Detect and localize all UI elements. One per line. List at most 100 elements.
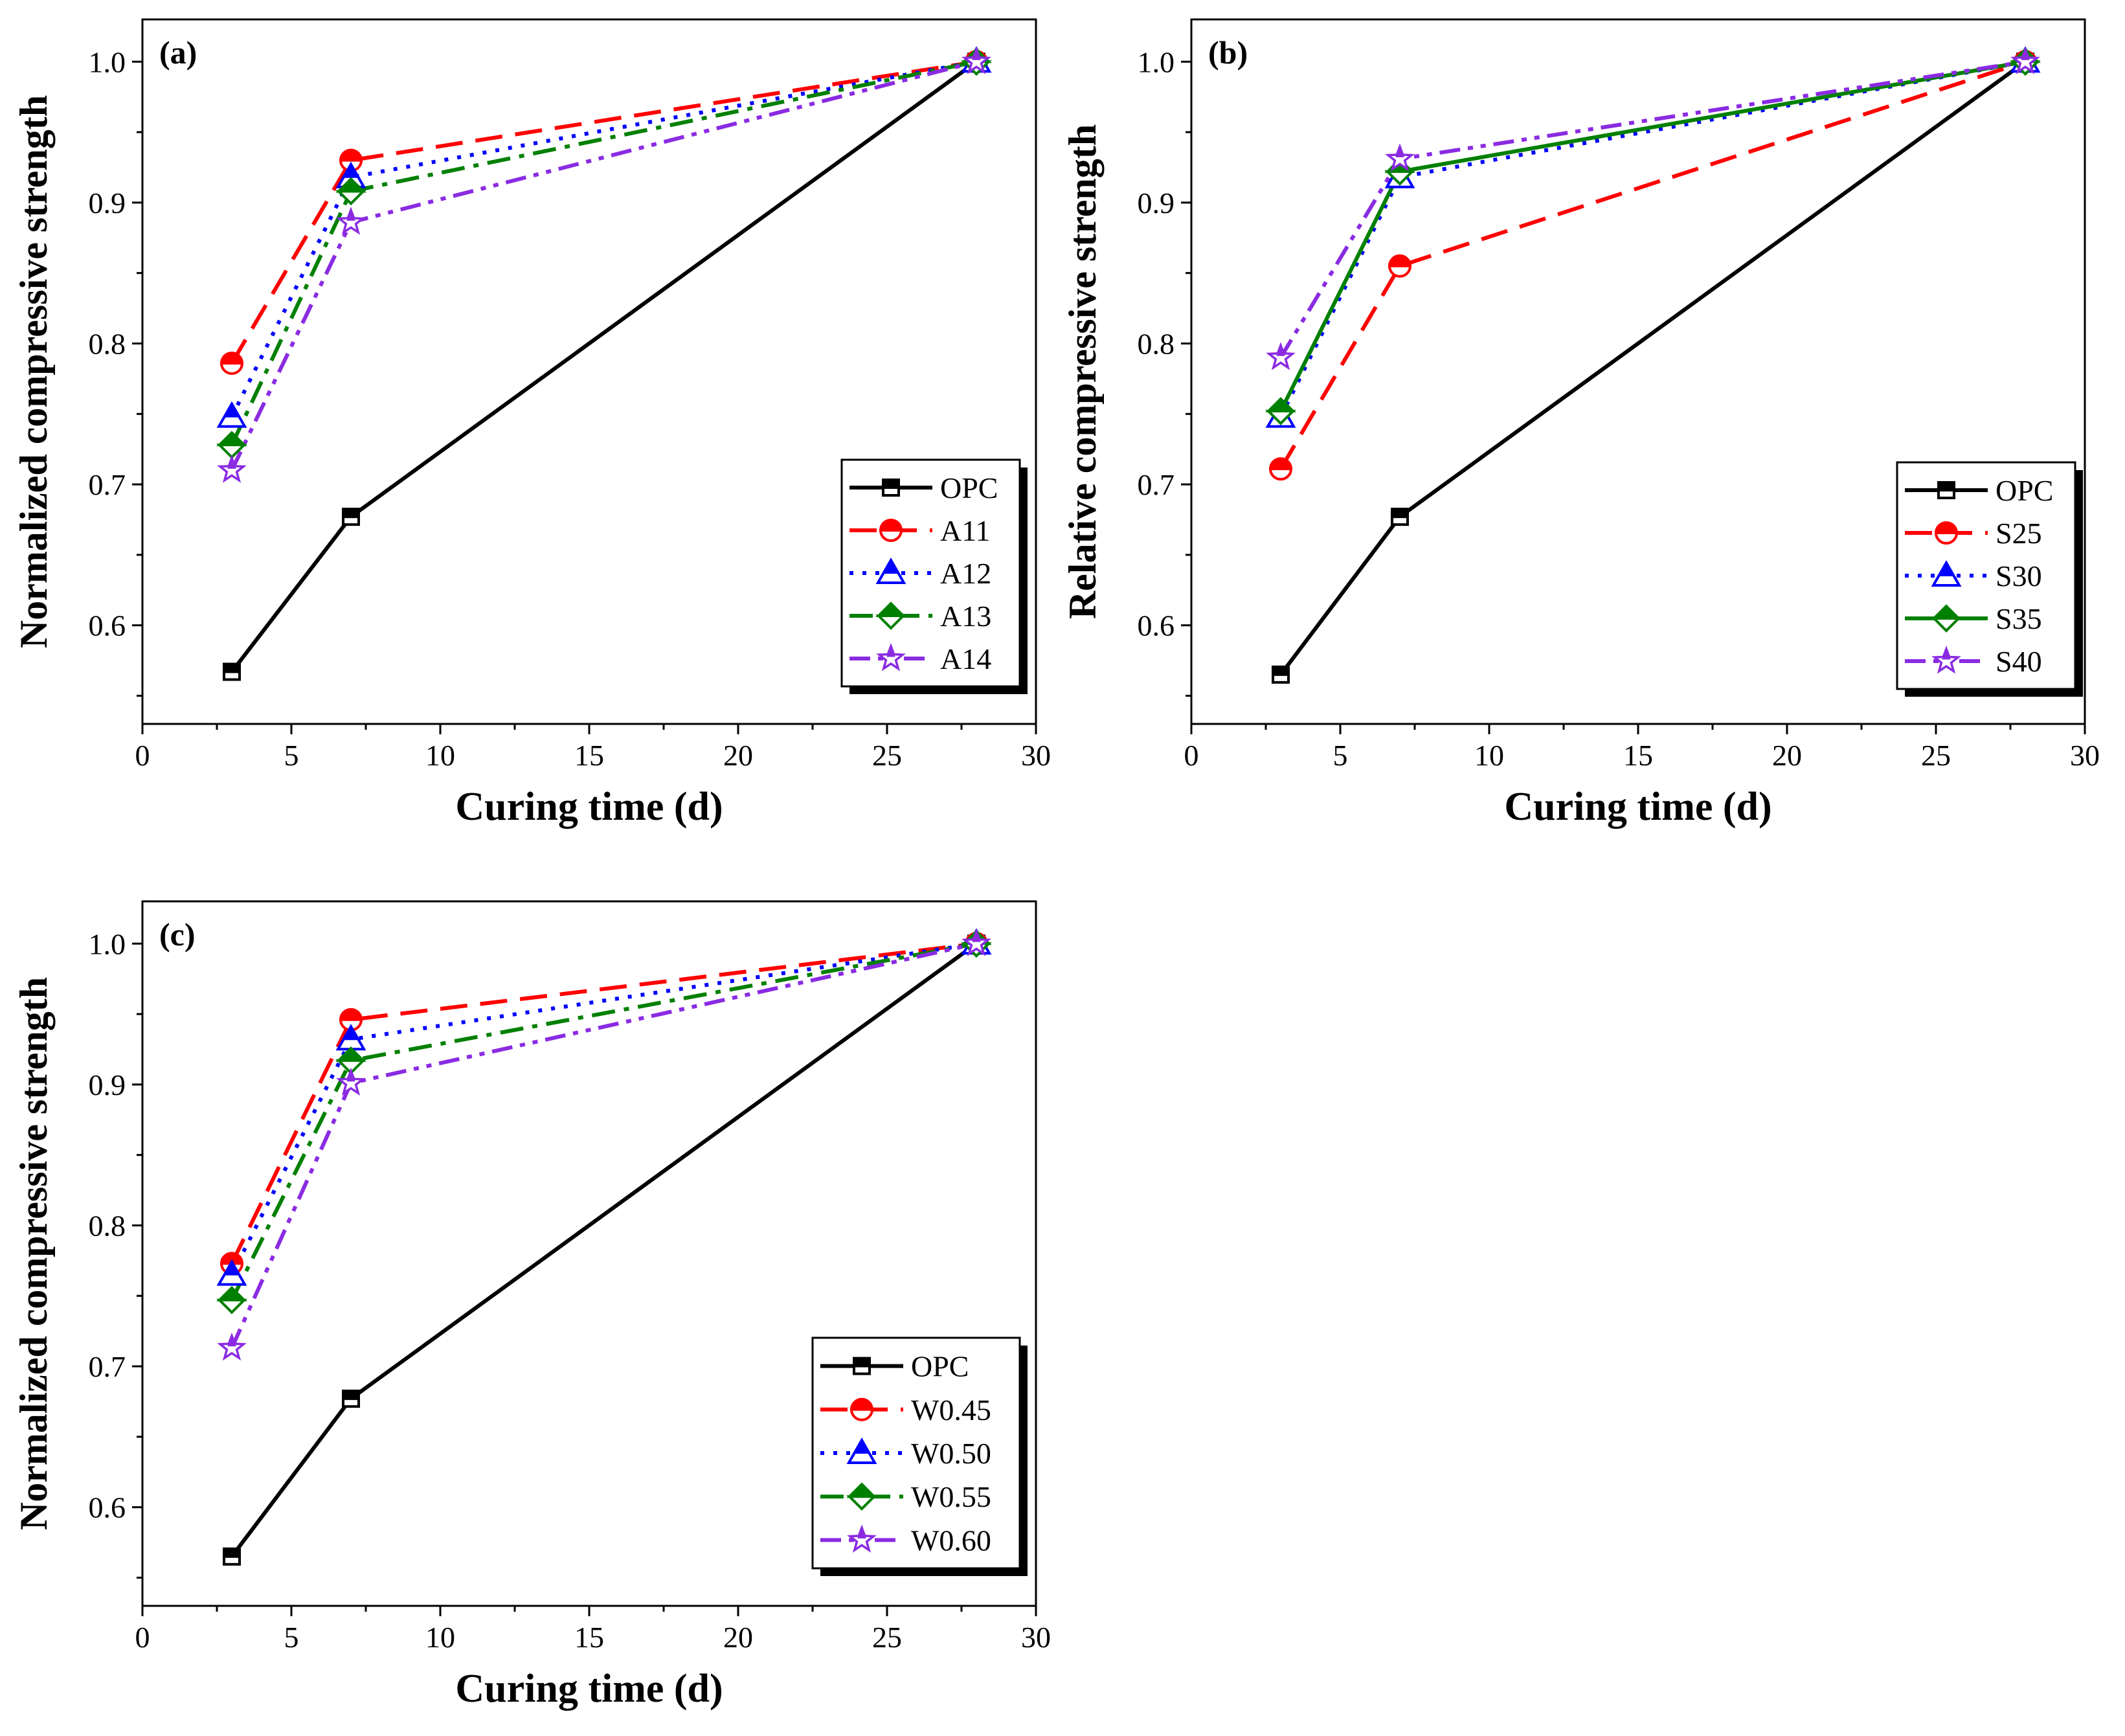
chart-0-series-4-point-1 bbox=[336, 207, 366, 235]
chart-0-series-2-line bbox=[230, 60, 977, 418]
chart-1-legend-marker-2 bbox=[1931, 559, 1962, 587]
ch-2-s0-ptlegend-bottom bbox=[853, 1364, 871, 1375]
chart-1: 0 5 10 15 20 25 30 0.6 0.7 0.8 0.9 1.0 Curing time (… bbox=[1061, 18, 2100, 829]
ch-0-s3-pt0-top bbox=[216, 431, 247, 447]
chart-1-series-0-point-0 bbox=[1272, 665, 1290, 684]
chart-0-xtick-label-3: 15 bbox=[574, 739, 604, 772]
ch-2-s1-pt1-top bbox=[339, 1008, 363, 1021]
ch-0-s3-pt0-bottom bbox=[216, 444, 247, 459]
chart-2-ytick-label-1: 0.7 bbox=[89, 1350, 126, 1383]
chart-0-ytick-label-2: 0.8 bbox=[89, 327, 126, 360]
ch-1-s4-pt2-top bbox=[2021, 48, 2030, 60]
chart-2-series-3-point-0 bbox=[216, 1285, 247, 1314]
chart-2-series-2-line bbox=[230, 941, 977, 1276]
ch-0-s1-ptlegend-bottom bbox=[879, 529, 903, 542]
chart-2-legend-label-2: W0.50 bbox=[911, 1437, 991, 1470]
ch-0-s4-ptlegend-outline bbox=[876, 643, 906, 671]
ch-0-s0-pt0-bottom bbox=[223, 670, 241, 681]
chart-1-legend-marker-3 bbox=[1931, 604, 1962, 633]
chart-1-xtick-label-1: 5 bbox=[1333, 739, 1348, 772]
chart-0-legend-label-2: A12 bbox=[940, 557, 991, 590]
chart-2-xtick-label-3: 15 bbox=[574, 1621, 604, 1654]
chart-1-xtick-label-0: 0 bbox=[1184, 739, 1199, 772]
ch-2-s3-pt1-bottom bbox=[335, 1059, 366, 1075]
ch-2-s4-pt1-top bbox=[346, 1070, 355, 1082]
chart-2-series-0-point-0 bbox=[223, 1547, 241, 1566]
chart-1-ytick-label-2: 0.8 bbox=[1138, 327, 1175, 360]
ch-2-s0-pt1-bottom bbox=[342, 1397, 360, 1408]
chart-0-legend-label-1: A11 bbox=[940, 514, 991, 547]
chart-2-series-1-point-1 bbox=[339, 1008, 363, 1031]
chart-1-ylabel: Relative compressive strength bbox=[1061, 124, 1104, 619]
chart-0-xtick-label-6: 30 bbox=[1021, 739, 1051, 772]
chart-0-ylabel: Normalized compressive strength bbox=[12, 95, 55, 648]
chart-1-legend-marker-4 bbox=[1931, 646, 1961, 674]
ch-1-s0-pt1-bottom bbox=[1391, 515, 1409, 526]
chart-1-series-4-line bbox=[1279, 60, 2026, 359]
ch-1-s1-ptlegend-top bbox=[1934, 521, 1959, 534]
chart-0-series-4-point-0 bbox=[217, 455, 247, 483]
chart-0-xtick-label-1: 5 bbox=[284, 739, 299, 772]
chart-2-ytick-label-0: 0.6 bbox=[89, 1491, 126, 1524]
ch-2-s4-pt2-outline bbox=[961, 928, 991, 956]
chart-0-xtick-label-0: 0 bbox=[135, 739, 150, 772]
chart-1-legend-label-2: S30 bbox=[1996, 559, 2042, 592]
chart-1-series-4-point-0 bbox=[1266, 342, 1296, 370]
chart-1-series-4-point-1 bbox=[1385, 143, 1415, 172]
chart-2-ytick-label-4: 1.0 bbox=[89, 927, 126, 960]
chart-0-legend-marker-0 bbox=[882, 479, 900, 497]
ch-0-s3-pt1-bottom bbox=[335, 190, 366, 206]
ch-1-s4-ptlegend-outline bbox=[1931, 646, 1961, 674]
chart-2-legend-marker-4 bbox=[847, 1524, 877, 1553]
chart-2-legend: OPC W0.45 W0.50 W0.55 W0.60 bbox=[811, 1336, 1028, 1576]
ch-0-s2-pt0-top bbox=[225, 402, 239, 418]
chart-2-xtick-label-2: 10 bbox=[425, 1621, 455, 1654]
chart-0-xtick-label-4: 20 bbox=[723, 739, 753, 772]
chart-2-panel-label: (c) bbox=[159, 916, 196, 953]
chart-0-ytick-label-4: 1.0 bbox=[89, 45, 126, 78]
chart-1-legend-label-1: S25 bbox=[1996, 517, 2042, 550]
ch-1-s1-pt0-bottom bbox=[1268, 468, 1293, 481]
chart-1-series-0-point-1 bbox=[1391, 508, 1409, 526]
chart-2-xtick-label-6: 30 bbox=[1021, 1621, 1051, 1654]
ch-1-s3-pt0-top bbox=[1265, 397, 1296, 412]
chart-0-ytick-label-0: 0.6 bbox=[89, 609, 126, 642]
chart-2-series-4-point-2 bbox=[961, 928, 991, 956]
ch-2-s2-ptlegend-top bbox=[855, 1438, 869, 1454]
chart-0-xlabel: Curing time (d) bbox=[455, 785, 723, 829]
chart-2: 0 5 10 15 20 25 30 0.6 0.7 0.8 0.9 1.0 Curing time (… bbox=[12, 900, 1051, 1711]
chart-2-series-4-line bbox=[230, 941, 977, 1349]
chart-0-series-1-point-0 bbox=[219, 351, 244, 375]
chart-1-legend-marker-1 bbox=[1934, 521, 1959, 545]
chart-0-legend-label-4: A14 bbox=[940, 642, 991, 675]
ch-1-s2-ptlegend-top bbox=[1939, 561, 1953, 576]
ch-2-s1-ptlegend-bottom bbox=[849, 1408, 874, 1421]
chart-0-legend-label-3: A13 bbox=[940, 600, 991, 633]
ch-1-s0-pt0-bottom bbox=[1272, 673, 1290, 684]
ch-1-s4-pt2-outline bbox=[2010, 46, 2040, 74]
chart-2-legend-marker-2 bbox=[846, 1437, 877, 1464]
chart-1-xtick-label-4: 20 bbox=[1772, 739, 1802, 772]
ch-1-s1-pt1-top bbox=[1388, 254, 1412, 267]
chart-2-legend-marker-1 bbox=[849, 1397, 874, 1421]
chart-2-series-1-line bbox=[230, 941, 977, 1265]
ch-0-s4-pt1-top bbox=[346, 209, 355, 221]
ch-2-s2-pt1-top bbox=[344, 1024, 358, 1041]
chart-0-series-2-point-0 bbox=[216, 401, 247, 428]
chart-0: 0 5 10 15 20 25 30 0.6 0.7 0.8 0.9 1.0 Curing time (… bbox=[12, 18, 1051, 829]
chart-2-series-0-point-1 bbox=[342, 1390, 360, 1408]
ch-0-s4-ptlegend-top bbox=[886, 645, 895, 657]
chart-1-xtick-label-6: 30 bbox=[2070, 739, 2100, 772]
ch-0-s1-pt0-bottom bbox=[219, 361, 244, 375]
ch-0-s0-pt1-bottom bbox=[342, 515, 360, 526]
ch-1-s1-ptlegend-bottom bbox=[1934, 532, 1959, 545]
ch-0-s0-ptlegend-bottom bbox=[882, 486, 900, 497]
chart-1-series-1-point-0 bbox=[1268, 457, 1293, 481]
chart-1-ytick-label-0: 0.6 bbox=[1138, 609, 1175, 642]
chart-2-legend-label-1: W0.45 bbox=[911, 1393, 991, 1426]
chart-2-series-3-line bbox=[230, 941, 977, 1302]
ch-0-s4-pt1-outline bbox=[336, 207, 366, 235]
ch-2-s1-ptlegend-top bbox=[849, 1397, 874, 1411]
chart-2-xtick-label-5: 25 bbox=[872, 1621, 902, 1654]
